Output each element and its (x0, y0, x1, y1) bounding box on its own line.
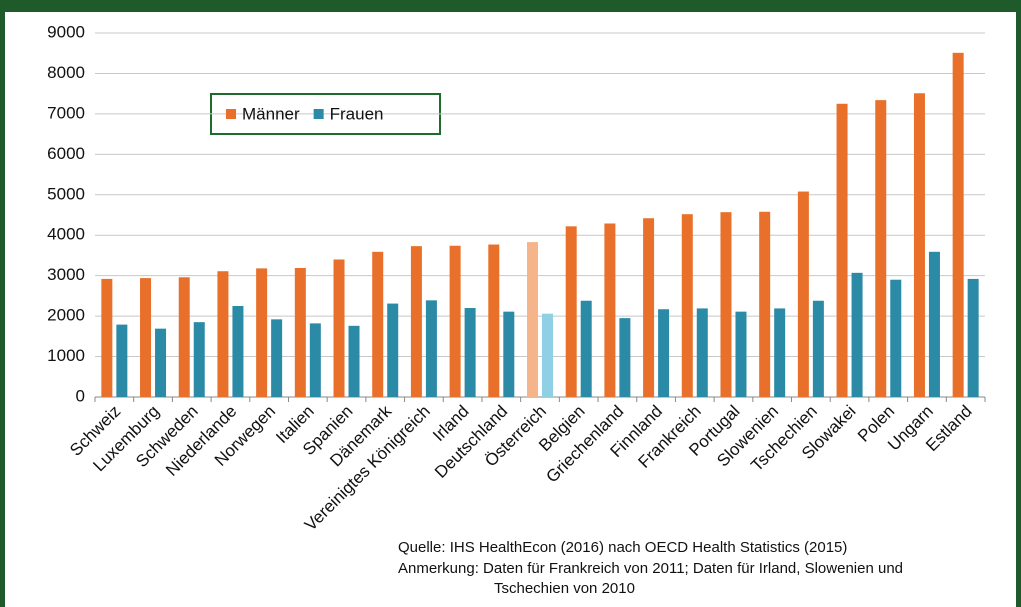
bar (309, 323, 321, 397)
y-tick-label: 5000 (47, 184, 85, 203)
bar (967, 278, 979, 397)
bar (797, 191, 809, 397)
bar (527, 242, 538, 397)
bar (193, 322, 205, 397)
right-border (1016, 0, 1021, 607)
bar (333, 259, 345, 397)
y-tick-label: 3000 (47, 265, 85, 284)
bar (812, 300, 824, 397)
legend-label: Männer (242, 104, 300, 123)
bar (836, 103, 848, 398)
bar (875, 100, 887, 397)
y-tick-label: 8000 (47, 63, 85, 82)
bar (851, 272, 863, 397)
bar (890, 279, 902, 397)
bar (232, 306, 244, 397)
bar (348, 325, 360, 397)
y-tick-label: 1000 (47, 346, 85, 365)
bar (425, 300, 437, 397)
y-tick-label: 2000 (47, 306, 85, 325)
y-tick-label: 9000 (47, 22, 85, 41)
bar (928, 251, 940, 397)
bar (720, 212, 732, 397)
legend-swatch (313, 109, 324, 119)
bar (155, 328, 167, 397)
bar (294, 267, 306, 397)
left-border (0, 0, 5, 607)
bar (178, 277, 190, 397)
bar (619, 318, 631, 397)
bar (410, 246, 422, 397)
bar (387, 303, 399, 397)
bar (503, 311, 515, 397)
bar (271, 319, 283, 397)
bar (681, 214, 693, 397)
y-tick-label: 0 (76, 386, 85, 405)
y-tick-label: 4000 (47, 225, 85, 244)
bar (565, 226, 577, 397)
bar (774, 308, 786, 397)
legend-label: Frauen (330, 104, 384, 123)
bar (735, 311, 747, 397)
source: Quelle: IHS HealthEcon (2016) nach OECD … (398, 539, 847, 556)
top-bar (0, 0, 1021, 12)
bar (101, 278, 113, 397)
bar (643, 218, 655, 397)
note: Anmerkung: Daten für Frankreich von 2011… (398, 560, 903, 577)
bar (580, 300, 592, 397)
bar (464, 308, 476, 397)
bar (542, 313, 553, 397)
y-tick-label: 7000 (47, 103, 85, 122)
bar (604, 223, 616, 397)
bar (372, 251, 384, 397)
bar (759, 211, 771, 397)
bar (140, 278, 152, 397)
legend-swatch (226, 109, 236, 119)
bar (116, 324, 128, 397)
y-tick-label: 6000 (47, 144, 85, 163)
bar (449, 245, 461, 397)
bar (256, 268, 268, 397)
bar (696, 308, 708, 397)
bar (952, 52, 964, 397)
bar (913, 93, 925, 398)
bar (217, 271, 229, 397)
bar (488, 244, 500, 397)
note: Tschechien von 2010 (494, 580, 635, 597)
bar (658, 309, 670, 397)
